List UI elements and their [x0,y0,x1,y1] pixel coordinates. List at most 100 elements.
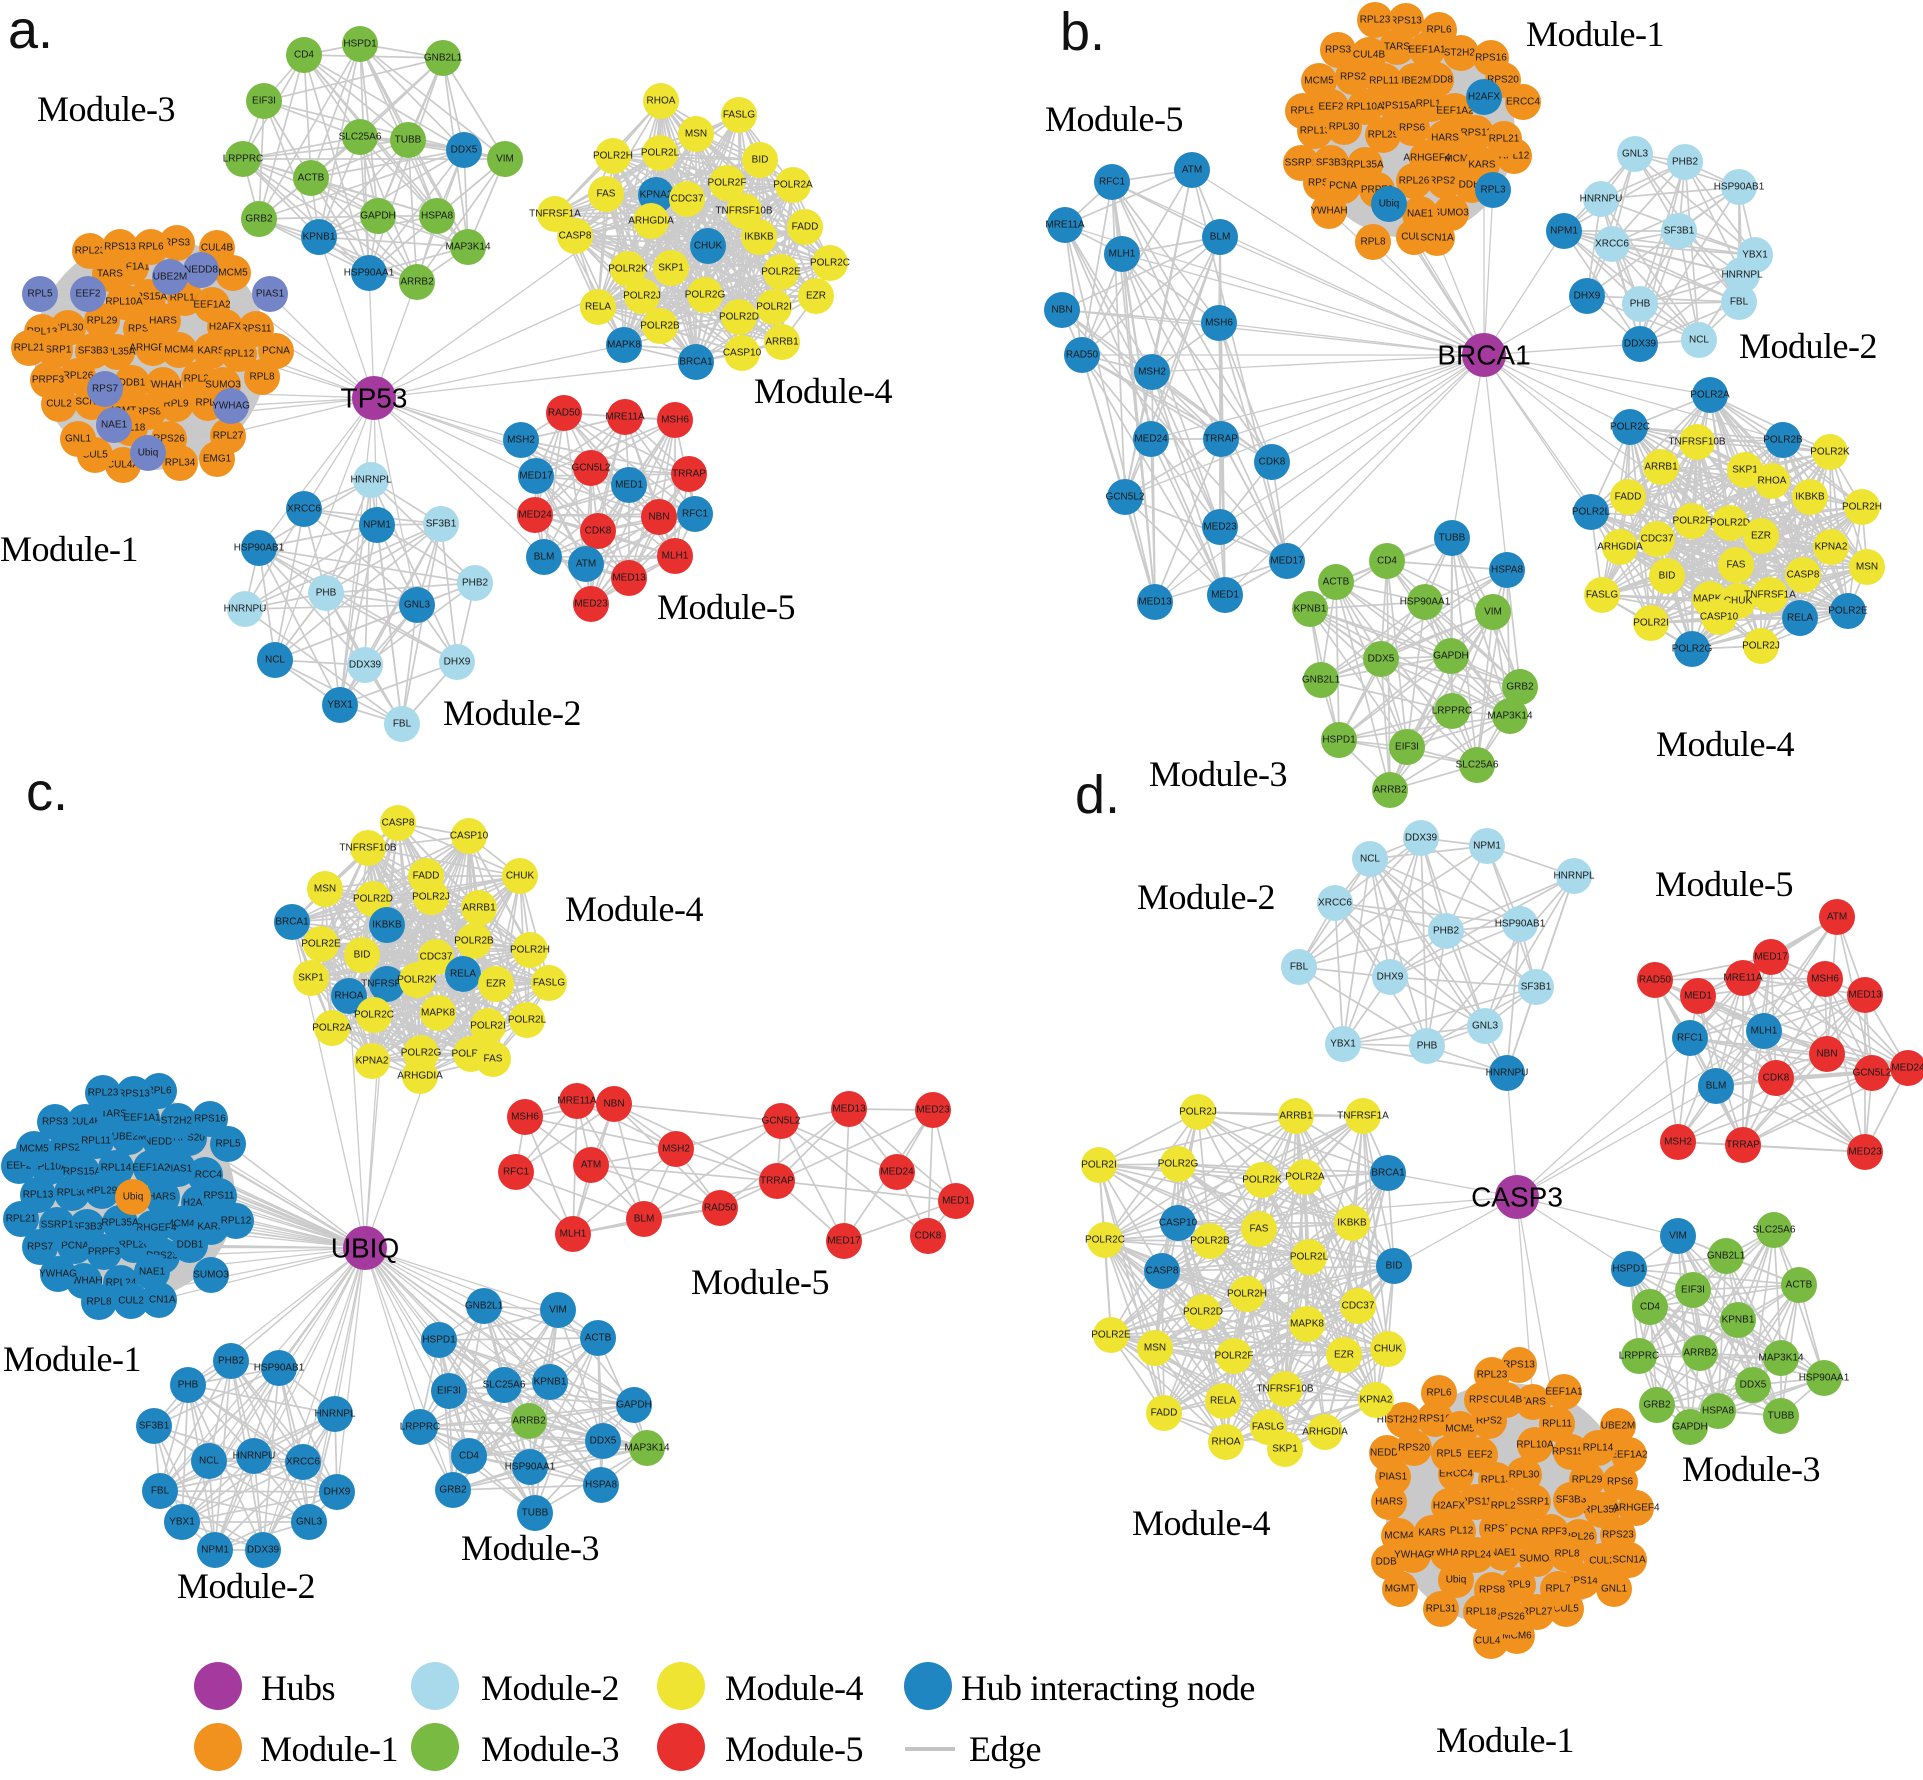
svg-text:POLR2I: POLR2I [1633,618,1669,629]
svg-text:SUMO3: SUMO3 [1433,208,1469,219]
svg-text:RAD50: RAD50 [548,408,581,419]
svg-text:SCN1A: SCN1A [1612,1555,1646,1566]
svg-text:RPL23: RPL23 [1477,1370,1508,1381]
svg-text:RAD50: RAD50 [1639,975,1672,986]
svg-text:RPS3: RPS3 [1325,45,1352,56]
svg-text:RPL11: RPL11 [1542,1419,1572,1430]
svg-text:FADD: FADD [792,222,819,233]
svg-text:RPS11: RPS11 [241,324,272,335]
svg-text:POLR2F: POLR2F [708,178,747,189]
svg-text:TNFRSF10B: TNFRSF10B [1256,1384,1314,1395]
svg-text:RPS6: RPS6 [1607,1477,1634,1488]
svg-text:ARRB2: ARRB2 [400,277,434,288]
svg-text:Module-4: Module-4 [1656,724,1794,764]
svg-text:RPS13: RPS13 [1390,16,1422,27]
svg-text:Module-4: Module-4 [1132,1503,1270,1543]
svg-text:RPS6: RPS6 [1399,123,1426,134]
svg-text:RHOA: RHOA [335,991,364,1002]
svg-text:RPL14: RPL14 [101,1163,132,1174]
svg-text:MSH2: MSH2 [507,435,535,446]
svg-text:MED1: MED1 [942,1196,970,1207]
svg-text:POLR2J: POLR2J [1179,1107,1217,1118]
svg-text:Module-5: Module-5 [1045,99,1183,139]
svg-text:TUBB: TUBB [1768,1411,1795,1422]
svg-text:GNB2L1: GNB2L1 [1302,675,1341,686]
svg-text:ARHGDIA: ARHGDIA [1597,542,1643,553]
svg-text:SF3B1: SF3B1 [1664,226,1695,237]
svg-text:RPL29: RPL29 [87,316,118,327]
svg-text:GAPDH: GAPDH [360,211,396,222]
svg-text:BID: BID [1386,1261,1403,1272]
svg-text:YBX1: YBX1 [1742,250,1768,261]
svg-text:HNRNPU: HNRNPU [1486,1068,1529,1079]
svg-text:CHUK: CHUK [506,871,535,882]
svg-text:CUL2: CUL2 [1589,1556,1615,1567]
svg-text:NAE1: NAE1 [1407,209,1434,220]
svg-text:TNFRSF10B: TNFRSF10B [715,206,773,217]
svg-text:CUL4A: CUL4A [107,460,140,471]
svg-text:RPL12: RPL12 [1443,1526,1474,1537]
svg-text:MSH6: MSH6 [511,1112,539,1123]
svg-text:HSP90AA1: HSP90AA1 [1799,1373,1850,1384]
svg-text:KPNA2: KPNA2 [1815,542,1848,553]
svg-text:POLR2L: POLR2L [641,148,680,159]
svg-text:DDX5: DDX5 [451,145,478,156]
svg-text:NCL: NCL [265,655,285,666]
svg-text:HSPD1: HSPD1 [343,39,377,50]
svg-text:PCNA: PCNA [61,1241,89,1252]
svg-text:RPS20: RPS20 [1487,75,1519,86]
svg-text:FAS: FAS [1250,1224,1269,1235]
svg-text:RAD50: RAD50 [704,1203,737,1214]
svg-text:ACTB: ACTB [1323,577,1350,588]
svg-text:MLH1: MLH1 [560,1229,587,1240]
svg-text:EEF2: EEF2 [75,289,100,300]
svg-text:KARS: KARS [197,1222,225,1233]
svg-text:ARHGDIA: ARHGDIA [397,1071,443,1082]
svg-text:RPL11: RPL11 [81,1136,111,1147]
svg-text:ARRB1: ARRB1 [1279,1111,1313,1122]
svg-text:IKBKB: IKBKB [744,232,774,243]
svg-text:CUL5: CUL5 [1553,1604,1579,1615]
svg-text:HIST2H2BE: HIST2H2BE [151,1116,206,1127]
svg-text:POLR2G: POLR2G [685,290,726,301]
svg-text:TRRAP: TRRAP [760,1176,794,1187]
svg-text:IKBKB: IKBKB [372,920,402,931]
svg-text:PIAS1: PIAS1 [164,1164,193,1175]
svg-text:UBIQ: UBIQ [331,1233,399,1264]
svg-text:NEDD8: NEDD8 [1370,1448,1404,1459]
svg-text:HIST2H2BE: HIST2H2BE [1434,48,1489,59]
svg-text:MED23: MED23 [916,1105,950,1116]
svg-text:RPS7: RPS7 [92,384,119,395]
svg-text:RPL21: RPL21 [6,1214,37,1225]
svg-text:RPL10A: RPL10A [1346,102,1384,113]
svg-text:RPL34: RPL34 [165,458,196,469]
svg-text:RPL23: RPL23 [88,1088,119,1099]
svg-text:RPS3: RPS3 [164,238,191,249]
svg-text:RPS7: RPS7 [27,1242,54,1253]
svg-text:RPL35A: RPL35A [1346,160,1384,171]
svg-text:RPS2: RPS2 [54,1143,81,1154]
svg-text:SSRP1: SSRP1 [1285,158,1318,169]
svg-text:SF3B1: SF3B1 [1521,982,1552,993]
svg-text:NCL: NCL [199,1456,219,1467]
svg-text:MAP3K14: MAP3K14 [1758,1353,1803,1364]
svg-text:SSRP1: SSRP1 [39,345,72,356]
svg-text:Module-2: Module-2 [1739,326,1877,366]
svg-text:MSH6: MSH6 [1205,318,1233,329]
svg-text:ACTB: ACTB [298,173,325,184]
svg-text:Module-1: Module-1 [1526,14,1664,54]
svg-text:POLR2J: POLR2J [623,291,661,302]
svg-text:ATM: ATM [576,559,596,570]
svg-text:SCN1A: SCN1A [1420,233,1454,244]
svg-text:HSPA8: HSPA8 [421,211,453,222]
svg-text:Module-1: Module-1 [1436,1720,1574,1760]
svg-text:BID: BID [752,155,769,166]
svg-text:SSRP1: SSRP1 [41,1220,74,1231]
svg-text:Module-2: Module-2 [481,1668,619,1708]
svg-text:SF3B3: SF3B3 [78,346,109,357]
svg-text:ERCC4: ERCC4 [188,1170,222,1181]
svg-text:MED24: MED24 [880,1167,914,1178]
svg-text:POLR2G: POLR2G [401,1048,442,1059]
svg-text:FADD: FADD [1151,1408,1178,1419]
svg-text:CASP10: CASP10 [723,348,762,359]
